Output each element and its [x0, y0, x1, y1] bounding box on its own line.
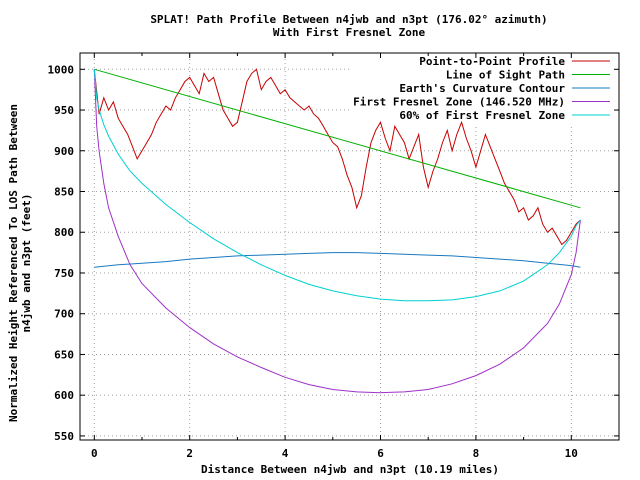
series-line-point-to-point-profile [93, 68, 581, 246]
chart-title: SPLAT! Path Profile Between n4jwb and n3… [150, 13, 547, 26]
axis-ticks: 550 600 650 700 750 800 850 900 950 1000 0 2 4 6 8 10 [48, 53, 619, 460]
legend-label-first-fresnel-zone: First Fresnel Zone (146.520 MHz) [353, 96, 565, 109]
x-tick-label: 0 [91, 447, 98, 460]
y-tick-label: 750 [54, 267, 74, 280]
x-tick-label: 10 [565, 447, 578, 460]
plot-frame [79, 52, 620, 441]
y-tick-label: 850 [54, 186, 74, 199]
series-line-earth-curvature-contour [94, 252, 581, 268]
series-line-first-fresnel-zone [93, 69, 581, 394]
series-layer [93, 68, 581, 394]
series-line-sixty-percent-fresnel-zone [93, 69, 581, 302]
legend-label-line-of-sight-path: Line of Sight Path [446, 69, 565, 82]
y-tick-label: 600 [54, 389, 74, 402]
series-line-line-of-sight-path [94, 68, 581, 209]
legend-label-point-to-point-profile: Point-to-Point Profile [419, 55, 565, 68]
y-axis-label-line2: n4jwb and n3pt (feet) [20, 193, 33, 332]
x-tick-label: 4 [282, 447, 289, 460]
x-axis-label: Distance Between n4jwb and n3pt (10.19 m… [201, 463, 499, 476]
y-tick-label: 700 [54, 308, 74, 321]
x-tick-label: 2 [186, 447, 193, 460]
y-tick-label: 650 [54, 348, 74, 361]
y-axis-label: Normalized Height Referenced To LOS Path… [7, 104, 20, 422]
legend-label-earth-curvature-contour: Earth's Curvature Contour [399, 82, 565, 95]
chart-subtitle: With First Fresnel Zone [273, 26, 426, 39]
y-tick-label: 550 [54, 430, 74, 443]
y-tick-label: 800 [54, 226, 74, 239]
y-tick-label: 950 [54, 104, 74, 117]
legend-label-sixty-percent-fresnel-zone: 60% of First Fresnel Zone [399, 109, 565, 122]
x-tick-label: 8 [473, 447, 480, 460]
x-tick-label: 6 [377, 447, 384, 460]
grid [80, 53, 619, 440]
y-tick-label: 1000 [48, 63, 75, 76]
y-tick-label: 900 [54, 145, 74, 158]
